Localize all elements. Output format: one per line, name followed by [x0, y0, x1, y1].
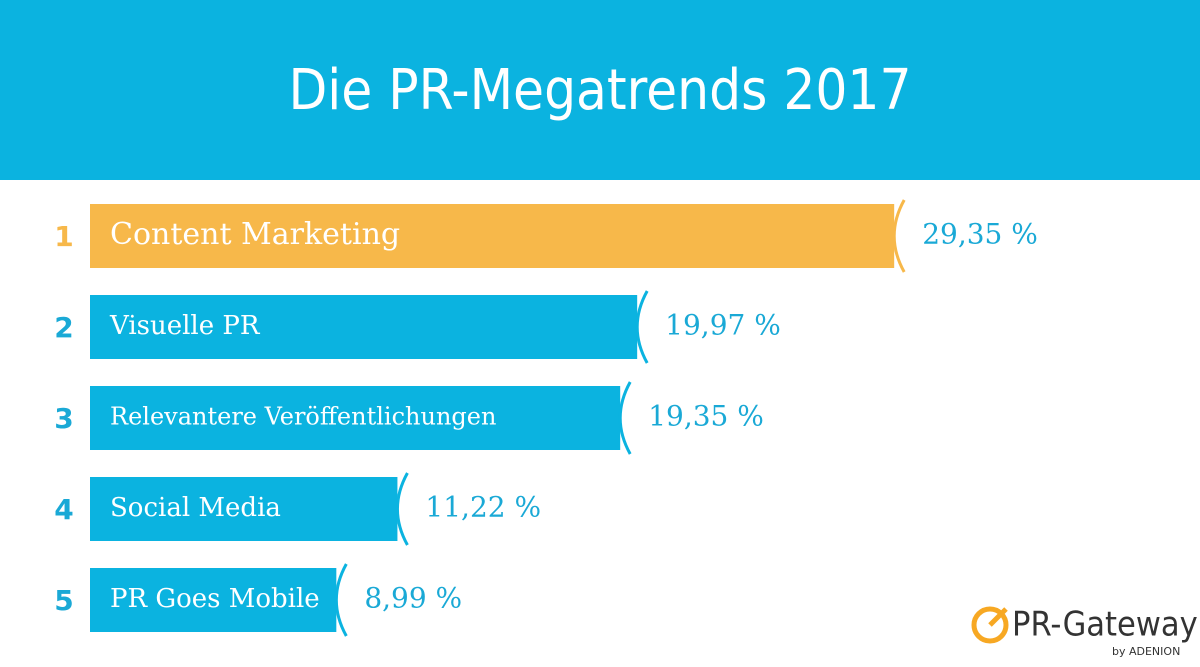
- category-label: Social Media: [110, 493, 281, 523]
- header-band: [0, 0, 1200, 180]
- value-label: 19,97 %: [665, 309, 781, 342]
- value-label: 19,35 %: [648, 400, 764, 433]
- rank-label: 3: [54, 402, 73, 435]
- bar: [90, 204, 895, 268]
- bar: [90, 568, 337, 632]
- logo-icon-arrow: [988, 607, 1008, 627]
- logo-byline: by ADENION: [1112, 645, 1180, 658]
- category-label: Relevantere Veröffentlichungen: [110, 403, 496, 431]
- rank-label: 4: [54, 493, 73, 526]
- logo-icon: [971, 606, 1009, 644]
- bar: [90, 386, 621, 450]
- category-label: Visuelle PR: [109, 311, 261, 341]
- bar-end: [618, 381, 632, 455]
- bar-end: [396, 472, 409, 546]
- value-label: 8,99 %: [364, 582, 462, 615]
- chart-title: Die PR-Megatrends 2017: [288, 58, 911, 123]
- bar: [90, 295, 638, 359]
- category-label: Content Marketing: [110, 217, 400, 252]
- category-label: PR Goes Mobile: [110, 584, 320, 614]
- bar-end: [334, 563, 348, 637]
- rank-label: 5: [54, 584, 73, 617]
- value-label: 29,35 %: [922, 218, 1038, 251]
- bar-end: [892, 199, 906, 273]
- bar-end: [635, 290, 649, 364]
- bar: [90, 477, 398, 541]
- rank-label: 1: [54, 220, 73, 253]
- logo-name: PR-Gateway: [1012, 605, 1198, 645]
- rank-label: 2: [54, 311, 73, 344]
- value-label: 11,22 %: [425, 491, 541, 524]
